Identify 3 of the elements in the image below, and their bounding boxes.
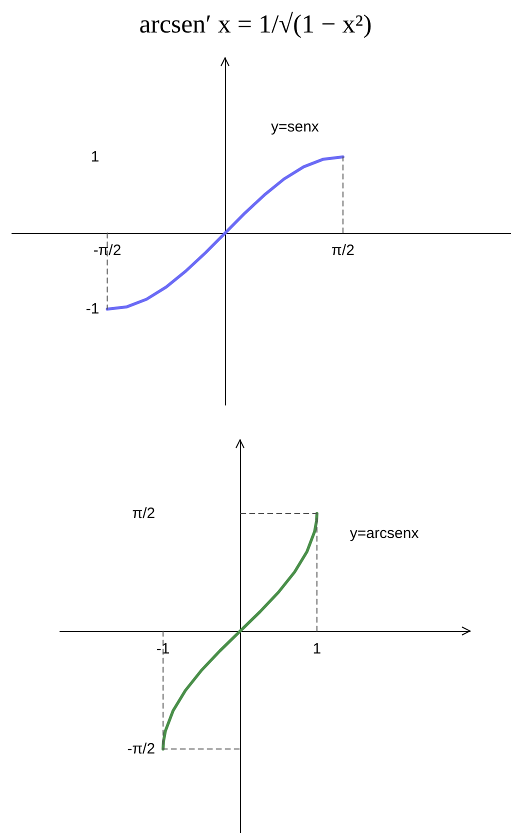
series-label: y=senx [270,118,320,136]
text: y=arcsenx [350,525,420,542]
chart-title: arcsen′ x = 1/√(1 − x²) [139,10,372,38]
